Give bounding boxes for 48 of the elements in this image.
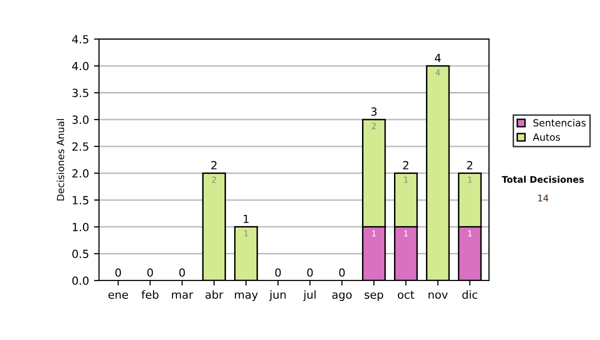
- data-label: 1: [244, 230, 248, 236]
- y-tick-label: 0.5: [72, 250, 88, 258]
- data-label: 4: [436, 69, 440, 76]
- x-tick-label: ago: [332, 292, 352, 301]
- data-label: 1: [468, 230, 472, 236]
- total-label: 0: [179, 268, 185, 277]
- total-label: 0: [307, 268, 313, 277]
- total-label: 0: [275, 268, 281, 277]
- y-axis-title: Decisiones Anual: [56, 119, 64, 200]
- x-tick-label: feb: [142, 290, 158, 299]
- total-label: 3: [371, 107, 377, 116]
- y-tick-label: 3.5: [72, 88, 88, 98]
- y-tick-label: 2.0: [72, 169, 89, 178]
- x-tick-label: abr: [206, 290, 224, 299]
- data-label: 1: [404, 176, 408, 183]
- y-tick-label: 1.5: [72, 196, 88, 204]
- data-label: 1: [404, 230, 408, 236]
- text: Total Decisiones: [502, 176, 584, 183]
- x-tick-label: mar: [172, 292, 194, 299]
- total-label: 2: [467, 161, 472, 170]
- x-tick-label: jun: [269, 290, 286, 301]
- y-tick-label: 2.5: [72, 142, 88, 151]
- data-label: 1: [468, 176, 472, 183]
- y-tick-label: 1.0: [72, 222, 89, 232]
- x-tick-label: may: [234, 292, 258, 301]
- x-tick-label: dic: [462, 290, 478, 299]
- total-label: 0: [115, 268, 121, 277]
- y-tick-label: 4.5: [72, 35, 88, 44]
- total-label: 2: [211, 161, 217, 170]
- x-tick-label: ene: [108, 292, 128, 299]
- y-tick-label: 3.0: [72, 116, 89, 124]
- legend-label: Sentencias: [533, 118, 586, 127]
- total-label: 2: [403, 161, 408, 170]
- y-tick-label: 4.0: [72, 62, 89, 70]
- x-tick-label: oct: [398, 290, 414, 299]
- legend-label: Autos: [532, 134, 560, 141]
- total-label: 0: [339, 268, 345, 277]
- y-tick-label: 0.0: [72, 276, 89, 285]
- x-tick-label: sep: [364, 292, 384, 301]
- data-label: 2: [212, 176, 216, 183]
- total-label: 4: [434, 54, 441, 62]
- x-tick-label: jul: [303, 290, 316, 301]
- x-tick-label: nov: [428, 292, 448, 299]
- total-label: 0: [147, 268, 153, 277]
- data-label: 2: [372, 122, 376, 130]
- data-label: 1: [372, 230, 376, 236]
- total-label: 1: [244, 214, 249, 223]
- text: 14: [538, 194, 548, 202]
